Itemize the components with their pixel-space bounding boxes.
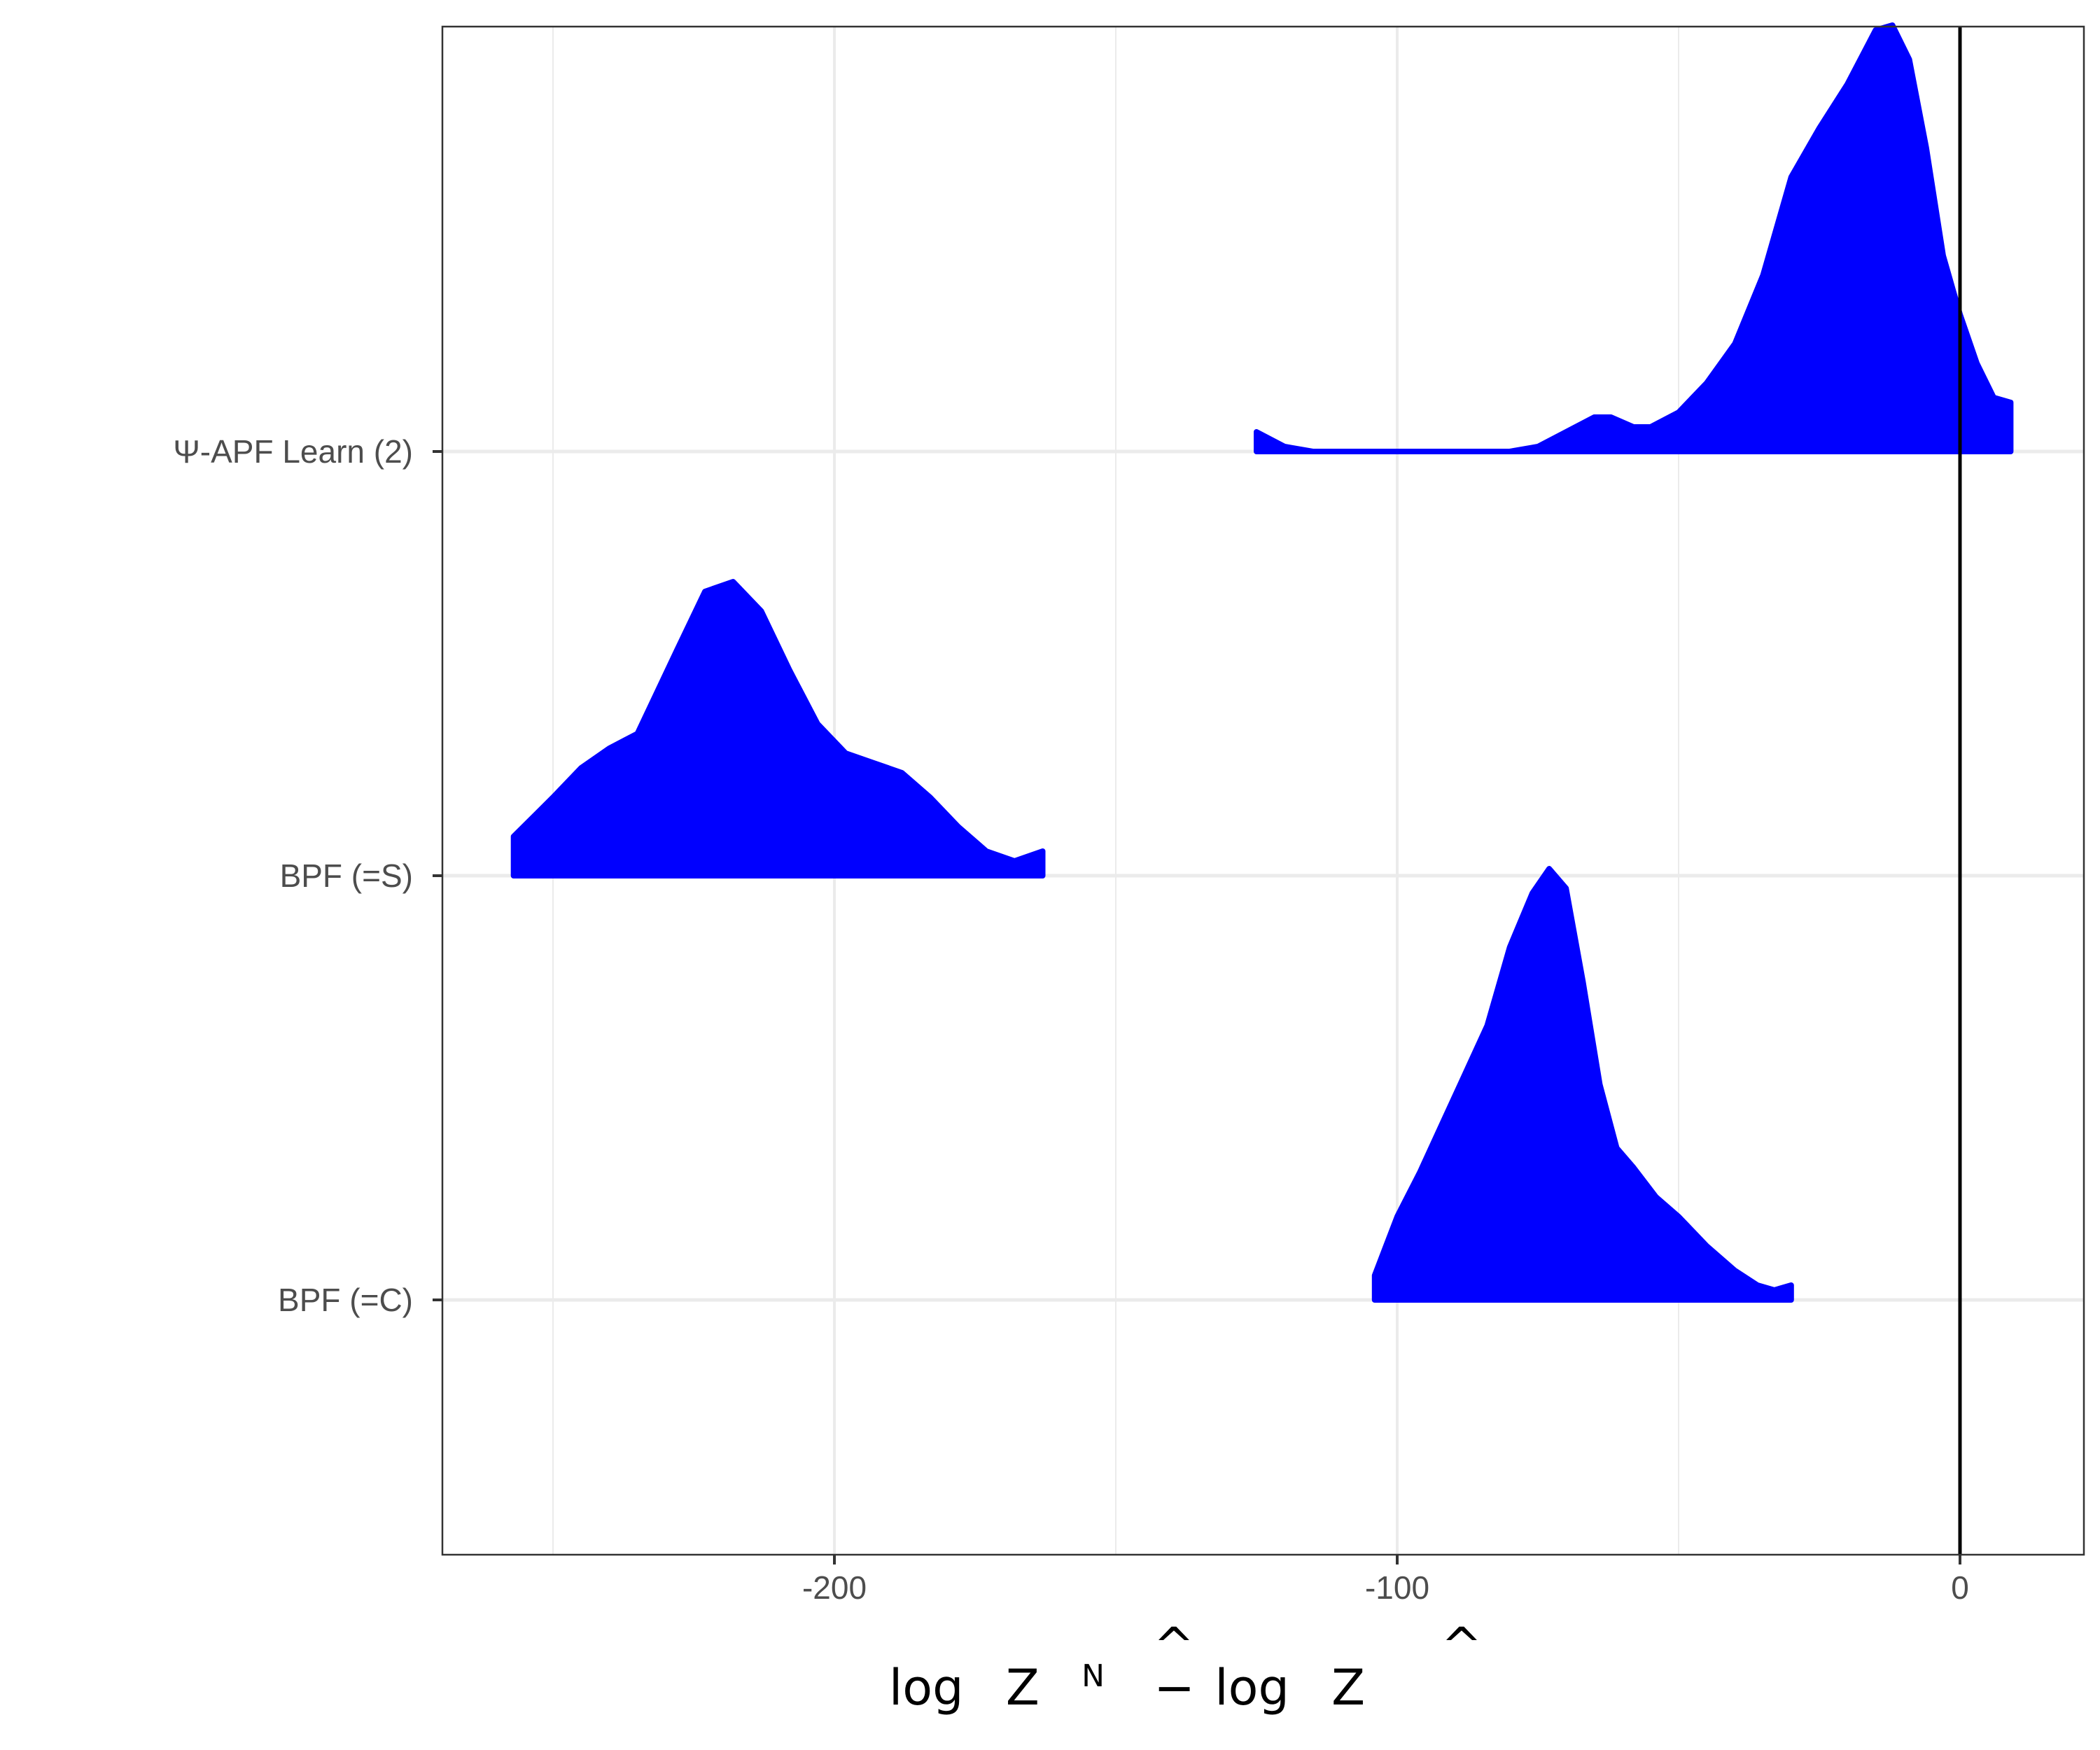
ridges — [510, 22, 2014, 1303]
x-tick-label: -200 — [802, 1569, 867, 1606]
x-tick-label: 0 — [1951, 1569, 1969, 1606]
density-ridge-1 — [1254, 22, 2014, 454]
density-ridge-3 — [1371, 866, 1794, 1303]
y-tick-label: BPF (=C) — [278, 1282, 413, 1318]
x-tick-label: -100 — [1365, 1569, 1429, 1606]
x-axis-title: log Z N − log Z — [889, 1641, 1365, 1716]
x-axis-title-hat-1: ^ — [1154, 1617, 1195, 1674]
y-axis: Ψ-APF Learn (2) BPF (=S) BPF (=C) — [173, 433, 442, 1318]
y-tick-label: BPF (=S) — [280, 858, 413, 894]
plot-border — [441, 25, 2085, 1556]
x-axis-title-hat-2: ^ — [1441, 1617, 1483, 1674]
x-axis: -200 -100 0 — [802, 1555, 1969, 1606]
density-ridge-2 — [510, 579, 1046, 878]
y-tick-label: Ψ-APF Learn (2) — [173, 433, 413, 470]
